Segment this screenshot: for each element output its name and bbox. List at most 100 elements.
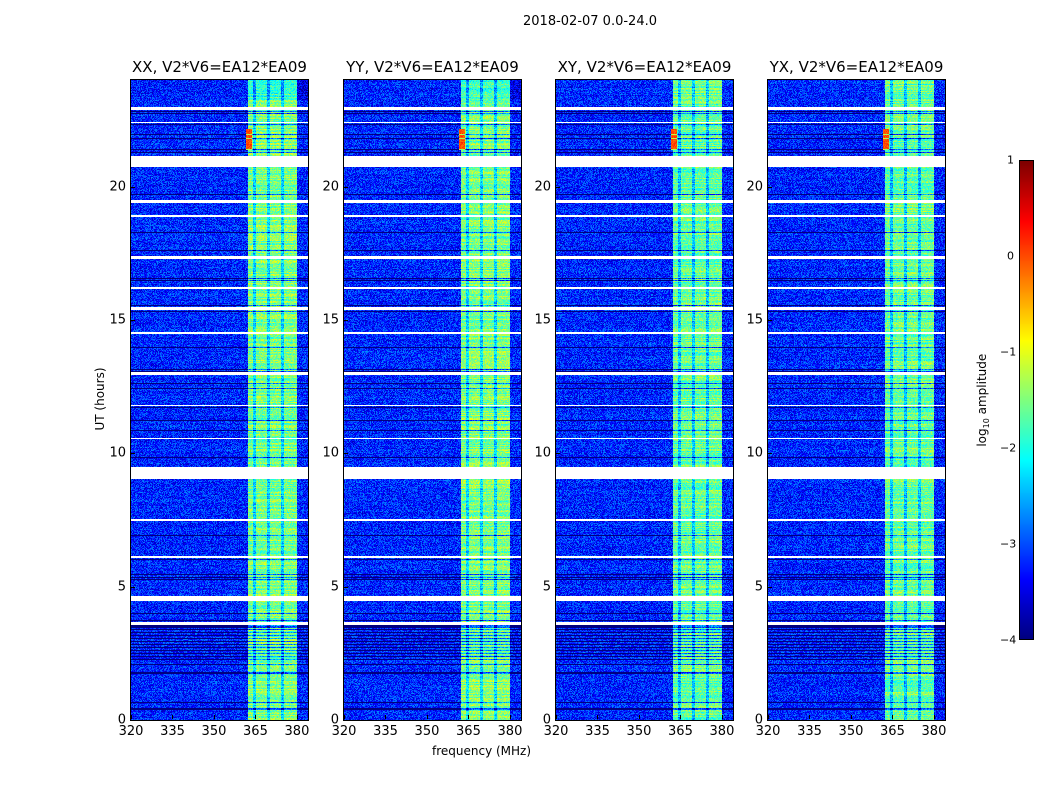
x-axis-label: frequency (MHz) bbox=[432, 744, 532, 758]
x-tick bbox=[809, 715, 811, 719]
x-tick bbox=[850, 715, 852, 719]
y-tick bbox=[131, 453, 135, 455]
y-tick bbox=[131, 186, 135, 188]
panel-2: YY, V2*V6=EA12*EA09 320 335 350 365 380 0 5 10 15… bbox=[322, 58, 522, 739]
y-tick bbox=[131, 320, 135, 321]
x-tick-label: 350 bbox=[201, 724, 227, 739]
y-tick-label: 15 bbox=[322, 312, 339, 328]
x-tick bbox=[509, 715, 511, 719]
y-tick bbox=[344, 720, 348, 721]
panel-title: YY, V2*V6=EA12*EA09 bbox=[346, 58, 519, 76]
x-tick-label: 350 bbox=[626, 724, 652, 739]
x-tick bbox=[426, 715, 428, 719]
x-tick bbox=[344, 715, 345, 719]
y-tick-label: 5 bbox=[117, 579, 126, 595]
y-tick bbox=[344, 186, 348, 188]
y-tick-label: 15 bbox=[746, 312, 763, 328]
x-tick-label: 350 bbox=[414, 724, 440, 739]
x-tick-label: 335 bbox=[585, 724, 610, 739]
panel-title: XY, V2*V6=EA12*EA09 bbox=[557, 58, 732, 76]
colorbar-tick-label: −4 bbox=[1000, 633, 1017, 647]
x-tick-label: 335 bbox=[160, 724, 185, 739]
y-tick-label: 20 bbox=[322, 179, 339, 195]
x-tick-label: 335 bbox=[797, 724, 822, 739]
x-tick-label: 320 bbox=[755, 724, 781, 739]
y-tick-label: 10 bbox=[322, 445, 339, 461]
y-tick-label: 5 bbox=[542, 579, 551, 595]
x-tick bbox=[255, 715, 257, 719]
heatmap-image bbox=[131, 80, 308, 720]
y-tick bbox=[768, 320, 772, 321]
y-tick bbox=[344, 453, 348, 455]
y-tick-label: 15 bbox=[109, 312, 126, 328]
y-tick-label: 0 bbox=[754, 712, 763, 728]
x-tick bbox=[172, 715, 174, 719]
y-tick bbox=[768, 720, 772, 721]
y-tick bbox=[556, 320, 560, 321]
y-tick-label: 15 bbox=[534, 312, 551, 328]
y-tick bbox=[344, 586, 348, 588]
colorbar-label: log10 amplitude bbox=[974, 353, 992, 447]
y-tick bbox=[556, 586, 560, 588]
x-tick bbox=[638, 715, 640, 719]
y-tick-label: 20 bbox=[109, 179, 126, 195]
x-tick bbox=[768, 715, 769, 719]
y-tick-label: 10 bbox=[534, 445, 551, 461]
x-tick-label: 365 bbox=[668, 724, 693, 739]
x-tick-label: 380 bbox=[921, 724, 947, 739]
x-tick bbox=[385, 715, 387, 719]
x-tick-label: 335 bbox=[373, 724, 398, 739]
y-tick bbox=[768, 186, 772, 188]
heatmap-image bbox=[556, 80, 733, 720]
x-tick-label: 380 bbox=[709, 724, 735, 739]
x-tick-label: 365 bbox=[880, 724, 905, 739]
panel-4: YX, V2*V6=EA12*EA09 320 335 350 365 380 0 5 10 15… bbox=[746, 58, 946, 739]
x-tick bbox=[933, 715, 935, 719]
panel-title: XX, V2*V6=EA12*EA09 bbox=[132, 58, 307, 76]
x-tick bbox=[597, 715, 599, 719]
x-tick bbox=[892, 715, 894, 719]
axes-frame bbox=[555, 79, 734, 721]
axes-frame bbox=[130, 79, 309, 721]
axes-frame bbox=[767, 79, 946, 721]
x-tick bbox=[131, 715, 132, 719]
axes-frame bbox=[343, 79, 522, 721]
y-tick bbox=[344, 320, 348, 321]
y-tick bbox=[556, 453, 560, 455]
colorbar-tick-label: −3 bbox=[1000, 537, 1017, 551]
y-tick-label: 10 bbox=[746, 445, 763, 461]
y-tick-label: 0 bbox=[117, 712, 126, 728]
heatmap-image bbox=[768, 80, 945, 720]
y-tick bbox=[556, 720, 560, 721]
y-tick bbox=[768, 453, 772, 455]
y-tick bbox=[768, 586, 772, 588]
y-tick-label: 0 bbox=[330, 712, 339, 728]
y-tick bbox=[131, 586, 135, 588]
x-tick-label: 350 bbox=[838, 724, 864, 739]
y-tick-label: 20 bbox=[746, 179, 763, 195]
x-tick-label: 380 bbox=[497, 724, 523, 739]
x-tick bbox=[296, 715, 298, 719]
y-tick bbox=[131, 720, 135, 721]
panel-3: XY, V2*V6=EA12*EA09 320 335 350 365 380 0 5 10 15… bbox=[534, 58, 734, 739]
x-tick bbox=[721, 715, 723, 719]
panel-title: YX, V2*V6=EA12*EA09 bbox=[769, 58, 944, 76]
y-tick-label: 5 bbox=[754, 579, 763, 595]
colorbar-tick-label: 1 bbox=[1007, 153, 1014, 167]
heatmap-image bbox=[344, 80, 521, 720]
x-tick bbox=[556, 715, 557, 719]
x-tick-label: 365 bbox=[456, 724, 481, 739]
x-tick bbox=[468, 715, 470, 719]
x-tick-label: 365 bbox=[243, 724, 268, 739]
y-tick-label: 0 bbox=[542, 712, 551, 728]
y-tick bbox=[556, 186, 560, 188]
figure-title: 2018-02-07 0.0-24.0 bbox=[523, 14, 657, 29]
panel-1: XX, V2*V6=EA12*EA09 320 335 350 365 380 0 5 10 15… bbox=[109, 58, 309, 739]
x-tick bbox=[213, 715, 215, 719]
x-tick-label: 320 bbox=[543, 724, 569, 739]
colorbar bbox=[1019, 160, 1034, 640]
y-tick-label: 20 bbox=[534, 179, 551, 195]
colorbar-tick-label: −1 bbox=[1000, 345, 1017, 359]
y-tick-label: 10 bbox=[109, 445, 126, 461]
